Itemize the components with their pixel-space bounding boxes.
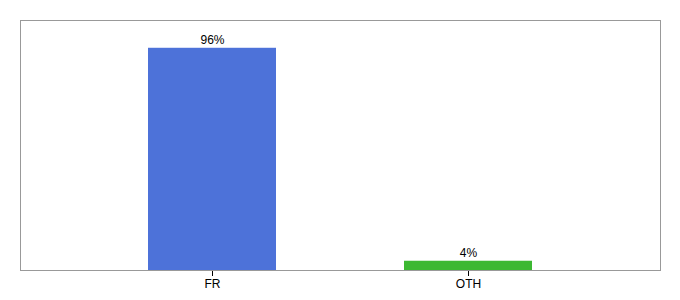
- svg-text:OTH: OTH: [456, 277, 481, 291]
- svg-text:96%: 96%: [200, 33, 224, 47]
- svg-text:FR: FR: [205, 277, 221, 291]
- svg-text:4%: 4%: [460, 246, 478, 260]
